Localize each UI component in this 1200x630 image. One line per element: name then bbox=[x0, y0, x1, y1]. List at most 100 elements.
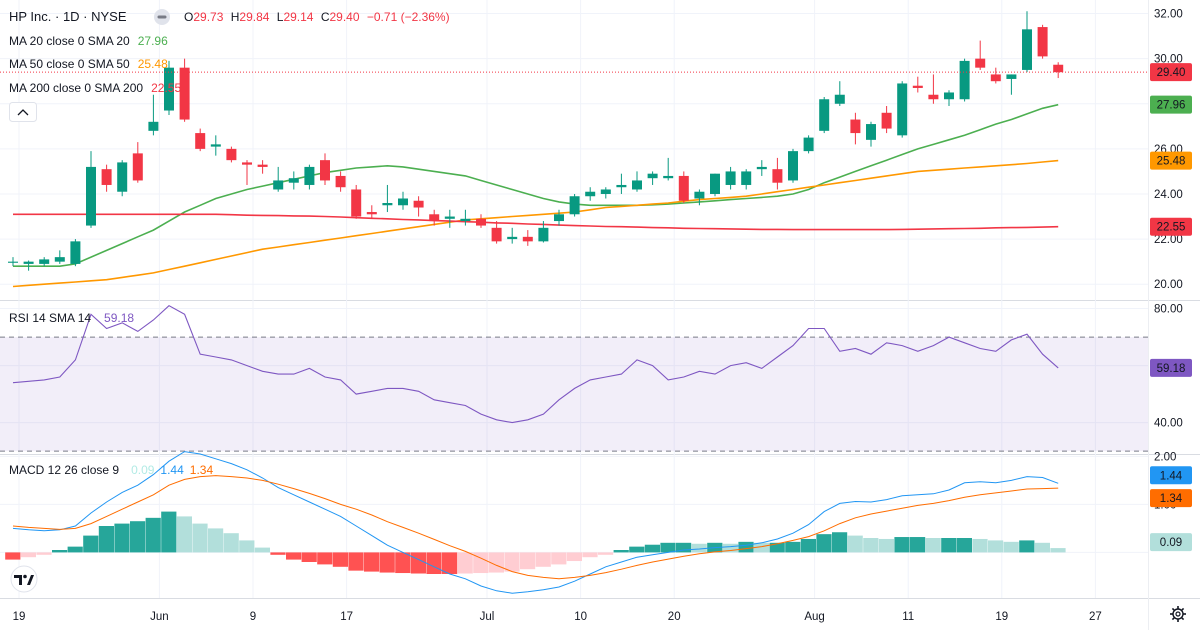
candle-body bbox=[117, 162, 128, 192]
macd-hist-bar bbox=[769, 542, 785, 553]
macd-hist-bar bbox=[566, 552, 582, 562]
macd-hist-bar bbox=[348, 552, 364, 571]
close-label: C bbox=[321, 10, 330, 24]
macd-hist-bar bbox=[1019, 540, 1035, 553]
rsi-tick-label: 80.00 bbox=[1154, 304, 1183, 316]
candle-body bbox=[928, 94, 939, 100]
candle-body bbox=[413, 200, 424, 208]
x-tick-label: Jul bbox=[480, 611, 495, 623]
ma200-value: 22.55 bbox=[151, 81, 181, 95]
candle bbox=[725, 166, 736, 190]
last-price-badge: 29.40 bbox=[1150, 63, 1192, 82]
candle-body bbox=[897, 83, 908, 136]
macd-hist-bar bbox=[754, 542, 770, 553]
rsi-badge-text: 59.18 bbox=[1157, 363, 1186, 375]
candle-body bbox=[975, 58, 986, 68]
x-tick-label: 27 bbox=[1089, 611, 1102, 623]
candle bbox=[850, 112, 861, 145]
candle-body bbox=[741, 171, 752, 185]
candle bbox=[803, 135, 814, 154]
candle bbox=[8, 257, 18, 267]
macd-hist-bar bbox=[161, 511, 177, 553]
macd-hist-bar bbox=[208, 528, 224, 553]
candle bbox=[881, 106, 892, 134]
price-tick-label: 24.00 bbox=[1154, 189, 1183, 201]
macd-hist-bar bbox=[473, 552, 489, 574]
candle bbox=[413, 196, 424, 217]
high-label: H bbox=[231, 10, 240, 24]
candle bbox=[569, 193, 580, 217]
candle bbox=[834, 81, 845, 107]
rsi-legend[interactable]: RSI 14 SMA 14 59.18 bbox=[9, 311, 134, 325]
candle bbox=[632, 171, 642, 192]
x-tick-label: Jun bbox=[150, 611, 169, 623]
tradingview-logo-icon bbox=[10, 565, 38, 593]
hide-legend-button[interactable] bbox=[154, 9, 170, 25]
candle-body bbox=[132, 153, 143, 181]
candle bbox=[1037, 24, 1048, 59]
ma50-value: 25.48 bbox=[138, 57, 168, 71]
candle-body bbox=[226, 148, 237, 161]
candle-body bbox=[304, 166, 315, 185]
candle-body bbox=[663, 175, 674, 179]
hist-badge: 0.09 bbox=[1150, 533, 1192, 552]
high-value: 29.84 bbox=[239, 10, 269, 24]
candle bbox=[1053, 62, 1064, 79]
candle-body bbox=[694, 191, 705, 199]
macd-hist-bar bbox=[426, 552, 442, 574]
candle bbox=[117, 160, 128, 197]
ma-line-2 bbox=[13, 213, 1059, 231]
settings-gear-icon[interactable] bbox=[1170, 606, 1186, 622]
macd-hist-bar bbox=[535, 552, 551, 567]
macd-hist-bar bbox=[36, 552, 52, 555]
close-value: 29.40 bbox=[330, 10, 360, 24]
candle-body bbox=[8, 261, 18, 263]
macd-legend[interactable]: MACD 12 26 close 9 0.09 1.44 1.34 bbox=[9, 463, 213, 477]
macd-hist-bar bbox=[130, 521, 146, 553]
candle bbox=[819, 96, 830, 134]
candle-body bbox=[1037, 27, 1048, 57]
macd-hist-bar bbox=[676, 542, 692, 553]
macd-hist-value: 0.09 bbox=[131, 463, 155, 477]
candle bbox=[351, 184, 362, 219]
candle-body bbox=[554, 214, 564, 222]
candle-body bbox=[476, 218, 486, 226]
x-tick-label: 9 bbox=[250, 611, 256, 623]
candle bbox=[54, 250, 65, 264]
candle-body bbox=[257, 164, 268, 167]
ma50-legend[interactable]: MA 50 close 0 SMA 50 25.48 bbox=[9, 57, 168, 71]
macd-hist-bar bbox=[176, 516, 192, 553]
macd-hist-bar bbox=[239, 540, 255, 553]
candle bbox=[678, 171, 689, 204]
ma-line-0 bbox=[13, 103, 1059, 267]
ma20-legend[interactable]: MA 20 close 0 SMA 20 27.96 bbox=[9, 34, 168, 48]
candle-body bbox=[39, 259, 50, 264]
rsi-value: 59.18 bbox=[104, 311, 134, 325]
collapse-legend-button[interactable] bbox=[9, 102, 37, 122]
macd-hist-bar bbox=[52, 550, 68, 553]
candle bbox=[959, 58, 970, 102]
candle-body bbox=[569, 196, 580, 215]
ma20-badge-text: 27.96 bbox=[1157, 100, 1186, 112]
candle bbox=[195, 128, 206, 152]
candle-body bbox=[632, 180, 642, 190]
macd-hist-bar bbox=[332, 552, 348, 567]
macd-hist-bar bbox=[1003, 541, 1019, 553]
macd-hist-bar bbox=[20, 552, 36, 558]
candle-body bbox=[881, 112, 892, 129]
signal-badge: 1.34 bbox=[1150, 489, 1192, 508]
macd-hist-bar bbox=[894, 537, 910, 553]
candle-body bbox=[1006, 74, 1017, 79]
ohlc-readout: O29.73 H29.84 L29.14 C29.40 −0.71 (−2.36… bbox=[184, 10, 450, 24]
macd-hist-bar bbox=[551, 552, 567, 565]
macd-line-value: 1.44 bbox=[160, 463, 184, 477]
chevron-up-icon bbox=[17, 109, 29, 116]
ma200-legend[interactable]: MA 200 close 0 SMA 200 22.55 bbox=[9, 81, 181, 95]
macd-hist-bar bbox=[379, 552, 395, 573]
open-value: 29.73 bbox=[193, 10, 223, 24]
candle bbox=[460, 209, 471, 226]
macd-hist-bar bbox=[629, 546, 645, 553]
candle bbox=[148, 94, 159, 136]
candle bbox=[990, 67, 1001, 84]
axis-labels: 32.0030.0026.0024.0022.0020.0080.0040.00… bbox=[13, 9, 1192, 623]
